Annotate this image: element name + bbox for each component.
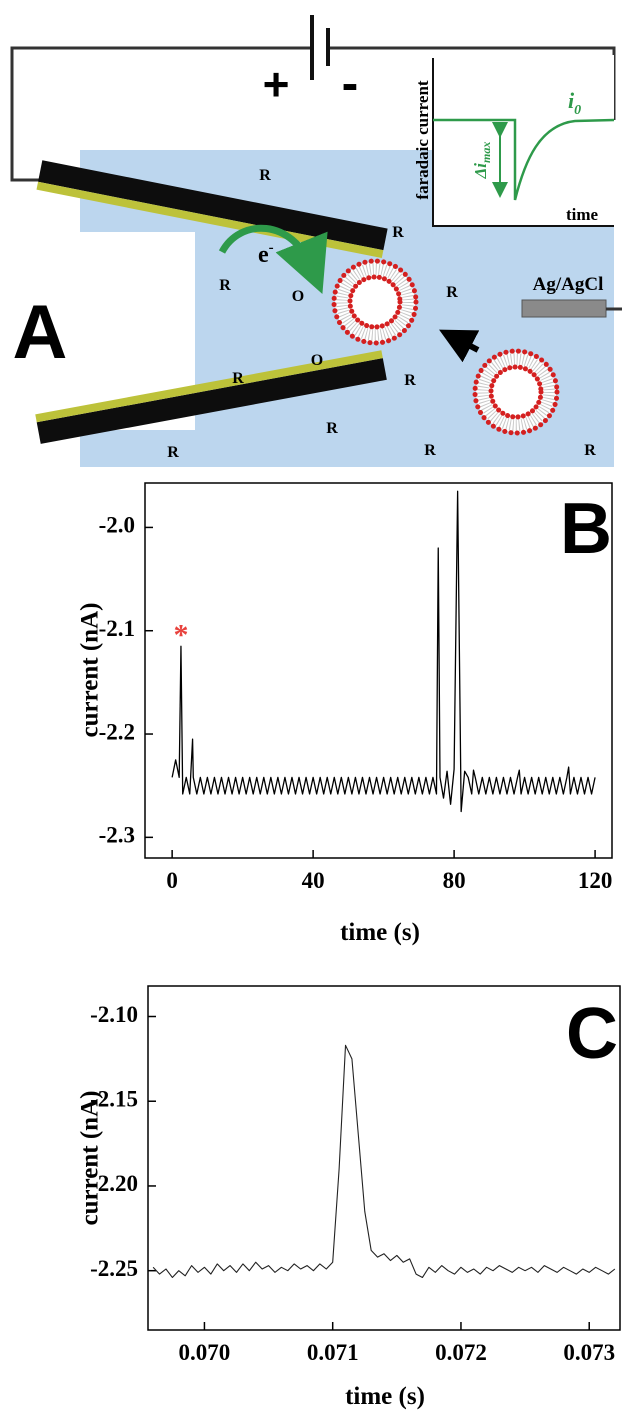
x-tick-label: 0.073 — [563, 1340, 615, 1365]
y-tick-label: -2.1 — [99, 616, 135, 641]
species-label: R — [446, 284, 458, 301]
species-label: R — [167, 444, 179, 461]
electrode-body — [36, 358, 387, 444]
inset-axes — [432, 58, 614, 227]
label-main: Δi — [471, 163, 490, 180]
x-tick-label: 0 — [166, 868, 178, 893]
inset-y-label: faradaic current — [413, 80, 432, 199]
inset-drop-label: Δimax — [471, 142, 493, 180]
y-axis-label: current (nA) — [77, 603, 104, 738]
bottom-electrode — [35, 350, 387, 444]
electrode-coating — [35, 350, 383, 423]
species-label: R — [259, 167, 271, 184]
wire — [10, 46, 312, 182]
panel-label: C — [566, 994, 618, 1074]
species-label: R — [584, 442, 596, 459]
species-label: R — [404, 372, 416, 389]
approach-arrow — [439, 329, 480, 363]
data-line — [171, 490, 596, 813]
y-tick-label: -2.15 — [90, 1087, 138, 1112]
plot-frame — [144, 482, 613, 859]
vesicle — [472, 348, 560, 436]
panel-label: B — [560, 489, 612, 569]
y-tick-label: -2.20 — [90, 1171, 138, 1196]
species-label: O — [311, 352, 323, 369]
electrode-body — [38, 160, 388, 251]
label-main: e — [258, 242, 269, 268]
electron-label: e- — [258, 240, 274, 268]
annotation: * — [173, 619, 188, 652]
y-tick-label: -2.0 — [99, 513, 135, 538]
panel-label: A — [13, 290, 68, 375]
battery-plus: + — [263, 58, 290, 110]
electron-arrow — [218, 224, 328, 294]
charts: -2.0 -2.1 -2.2 -2.3 0 40 80 120 time (s) current … — [77, 482, 621, 1410]
y-tick-label: -2.25 — [90, 1256, 138, 1281]
label-sub: max — [479, 142, 493, 163]
inset-baseline-label: i0 — [568, 88, 581, 118]
x-axis-label: time (s) — [340, 919, 420, 946]
species-label: R — [219, 277, 231, 294]
x-tick-label: 40 — [302, 868, 325, 893]
label-main: i — [568, 88, 575, 113]
x-axis-label: time (s) — [345, 1383, 425, 1410]
species-label: R — [392, 224, 404, 241]
panel-a: + - faradaic current time i0 Δimax e- — [10, 15, 622, 467]
plot-frame — [147, 985, 621, 1331]
y-tick-label: -2.10 — [90, 1002, 138, 1027]
species-label: R — [326, 420, 338, 437]
reference-label: Ag/AgCl — [533, 274, 604, 295]
label-sup: - — [269, 240, 274, 256]
inset-bg — [433, 55, 614, 227]
battery-minus: - — [342, 55, 359, 111]
reference-electrode — [521, 299, 607, 318]
species-label: O — [292, 288, 304, 305]
y-tick-label: -2.3 — [99, 823, 135, 848]
y-tick-label: -2.2 — [99, 719, 135, 744]
x-tick-label: 120 — [578, 868, 613, 893]
label-sub: 0 — [574, 103, 581, 118]
data-line — [152, 1044, 616, 1279]
inset-x-label: time — [566, 205, 599, 224]
x-tick-label: 0.072 — [435, 1340, 487, 1365]
y-axis-label: current (nA) — [77, 1091, 104, 1226]
vesicle — [331, 258, 419, 346]
x-tick-label: 80 — [443, 868, 466, 893]
inset-trace — [433, 118, 615, 201]
x-tick-label: 0.071 — [307, 1340, 359, 1365]
species-labels: R R R R R R R R R R O O — [167, 167, 596, 461]
species-label: R — [232, 370, 244, 387]
x-tick-label: 0.070 — [179, 1340, 231, 1365]
species-label: R — [424, 442, 436, 459]
